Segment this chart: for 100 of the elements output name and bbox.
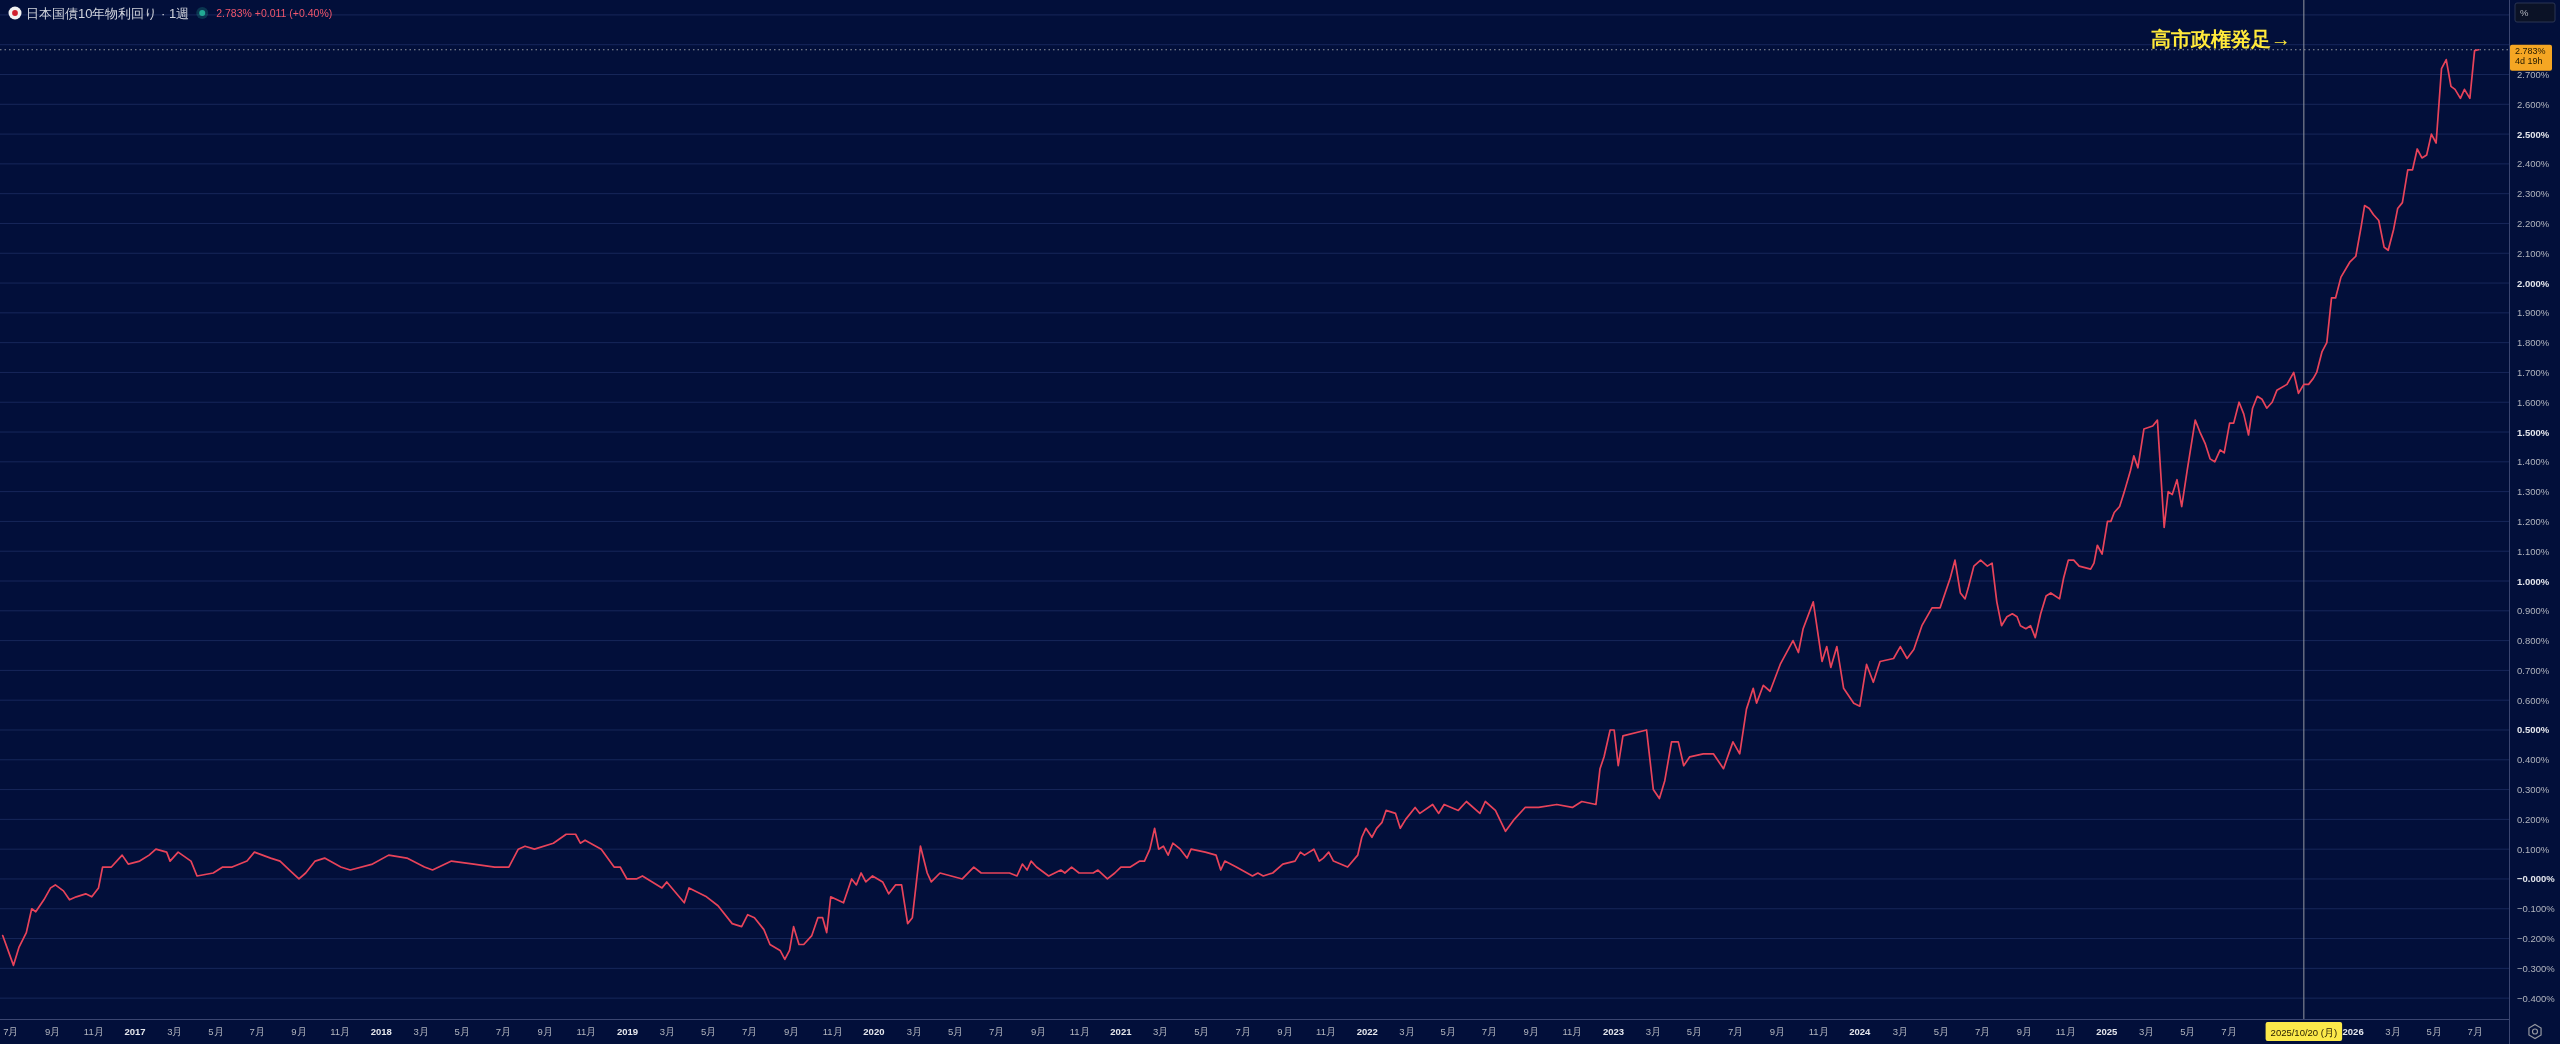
- x-tick-label: 3月: [1153, 1026, 1169, 1037]
- y-tick-label: 1.500%: [2517, 426, 2550, 438]
- x-tick-label: 2019: [617, 1026, 639, 1037]
- y-axis-title: %: [2520, 7, 2529, 18]
- x-tick-label: 3月: [906, 1026, 923, 1037]
- y-tick-label: −0.100%: [2517, 903, 2555, 915]
- x-tick-label: 3月: [167, 1026, 183, 1037]
- x-tick-label: 11月: [1069, 1026, 1090, 1037]
- x-tick-label: 2024: [1849, 1026, 1871, 1037]
- x-tick-label: 2023: [1602, 1026, 1625, 1037]
- ref-label: 2025/10/20 (月): [2265, 1022, 2343, 1041]
- x-tick-label: 5月: [947, 1026, 964, 1037]
- x-tick-label: 11月: [822, 1026, 843, 1037]
- x-tick-label: 7月: [1975, 1026, 1991, 1037]
- y-tick-label: 2.000%: [2517, 277, 2550, 289]
- y-tick-label: −0.200%: [2517, 933, 2555, 945]
- y-tick-label: 1.800%: [2517, 337, 2550, 349]
- x-tick-label: 9月: [1769, 1026, 1786, 1037]
- x-tick-label: 9月: [537, 1026, 553, 1037]
- x-tick-label: 9月: [1277, 1026, 1293, 1037]
- y-axis-title: %: [2514, 2, 2556, 23]
- x-tick-label: 5月: [1686, 1026, 1703, 1037]
- x-tick-label: 11月: [330, 1026, 351, 1037]
- x-tick-label: 3月: [1645, 1026, 1661, 1037]
- x-tick-label: 7月: [1728, 1026, 1744, 1037]
- x-tick-label: 5月: [1194, 1026, 1210, 1037]
- y-tick-label: 1.000%: [2517, 575, 2550, 587]
- y-tick-label: 2.600%: [2517, 98, 2550, 110]
- x-tick-label: 3月: [2138, 1026, 2155, 1037]
- x-tick-label: 2018: [370, 1026, 392, 1037]
- y-tick-label: 0.100%: [2517, 843, 2550, 855]
- x-tick-label: 7月: [2221, 1026, 2237, 1037]
- y-tick-label: 1.300%: [2517, 486, 2550, 498]
- y-tick-label: 1.900%: [2517, 307, 2550, 319]
- x-tick-label: 7月: [2467, 1026, 2483, 1037]
- y-tick-label: 1.100%: [2517, 545, 2550, 557]
- y-tick-label: 1.400%: [2517, 456, 2550, 468]
- y-tick-label: 0.200%: [2517, 813, 2550, 825]
- x-tick-label: 2020: [863, 1026, 885, 1037]
- x-tick-label: 7月: [1235, 1026, 1251, 1037]
- x-tick-label: 2025: [2096, 1026, 2118, 1037]
- x-tick-label: 7月: [1481, 1026, 1497, 1037]
- y-tick-label: 2.100%: [2517, 247, 2550, 259]
- y-tick-label: 1.200%: [2517, 515, 2550, 527]
- x-tick-label: 11月: [2055, 1026, 2076, 1037]
- x-tick-label: 9月: [1523, 1026, 1539, 1037]
- y-tick-label: 0.700%: [2517, 664, 2550, 676]
- x-tick-label: 5月: [700, 1026, 717, 1037]
- x-tick-label: 3月: [659, 1026, 676, 1037]
- x-tick-label: 3月: [413, 1026, 429, 1037]
- x-tick-label: 7月: [989, 1026, 1005, 1037]
- y-tick-label: 0.900%: [2517, 605, 2550, 617]
- y-tick-label: 0.500%: [2517, 724, 2550, 736]
- x-tick-label: 5月: [1933, 1026, 1950, 1037]
- y-tick-label: 0.600%: [2517, 694, 2550, 706]
- x-tick-label: 7月: [249, 1026, 265, 1037]
- x-tick-label: 5月: [208, 1026, 224, 1037]
- y-tick-label: −0.000%: [2517, 873, 2555, 885]
- annotation: 4d 19h: [2515, 55, 2543, 66]
- x-tick-label: 11月: [576, 1026, 597, 1037]
- ref-line-label: 2025/10/20 (月): [2270, 1026, 2338, 1038]
- y-tick-label: 2.400%: [2517, 158, 2550, 170]
- x-tick-label: 2021: [1110, 1026, 1132, 1037]
- x-tick-label: 7月: [495, 1026, 512, 1037]
- y-tick-label: −0.400%: [2517, 992, 2555, 1004]
- y-tick-label: 0.400%: [2517, 754, 2550, 766]
- y-tick-label: 2.200%: [2517, 217, 2550, 229]
- x-tick-label: 5月: [1440, 1026, 1456, 1037]
- x-tick-label: 11月: [1562, 1026, 1583, 1037]
- x-tick-label: 3月: [1399, 1026, 1415, 1037]
- x-tick-label: 5月: [2180, 1026, 2196, 1037]
- x-tick-label: 9月: [2016, 1026, 2033, 1037]
- y-tick-label: 2.700%: [2517, 69, 2550, 80]
- x-tick-label: 3月: [1892, 1026, 1908, 1037]
- subtitle: 2.783% +0.011 (+0.40%): [216, 7, 333, 19]
- x-tick-label: 9月: [1030, 1026, 1047, 1037]
- y-tick-label: 1.600%: [2517, 396, 2550, 408]
- x-tick-label: 2017: [124, 1026, 146, 1037]
- title: 日本国債10年物利回り · 1週: [26, 5, 190, 21]
- annotation: 高市政権発足→: [2150, 27, 2291, 50]
- y-tick-label: 0.300%: [2517, 784, 2550, 796]
- y-tick-label: −0.300%: [2517, 962, 2555, 974]
- x-tick-label: 11月: [83, 1026, 104, 1037]
- x-tick-label: 2022: [1356, 1026, 1378, 1037]
- y-tick-label: 2.300%: [2517, 188, 2550, 200]
- x-tick-label: 9月: [45, 1026, 61, 1037]
- y-tick-label: 0.800%: [2517, 635, 2550, 647]
- x-tick-label: 7月: [742, 1026, 758, 1037]
- x-tick-label: 7月: [3, 1026, 19, 1037]
- x-tick-label: 5月: [2426, 1026, 2442, 1037]
- x-tick-label: 9月: [783, 1026, 800, 1037]
- x-tick-label: 3月: [2385, 1026, 2401, 1037]
- y-tick-label: 1.700%: [2517, 366, 2550, 378]
- x-tick-label: 2026: [2342, 1026, 2364, 1037]
- x-tick-label: 11月: [1316, 1026, 1336, 1037]
- x-tick-label: 9月: [291, 1026, 307, 1037]
- x-tick-label: 5月: [454, 1026, 470, 1037]
- y-tick-label: 2.500%: [2517, 128, 2550, 140]
- x-tick-label: 11月: [1808, 1026, 1829, 1037]
- ref-value: 2.783%: [2515, 46, 2546, 57]
